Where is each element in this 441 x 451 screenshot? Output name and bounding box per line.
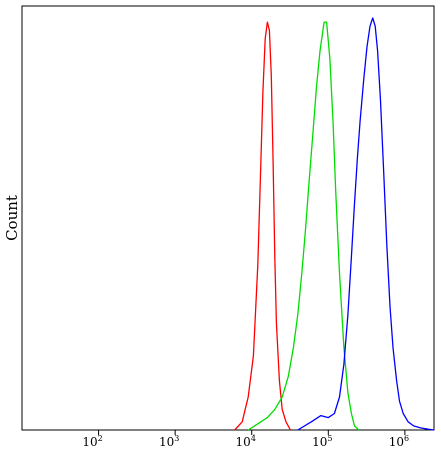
y-axis-label: Count <box>3 195 21 241</box>
plot-border <box>21 5 435 431</box>
x-tick-label: 102 <box>82 434 102 449</box>
series-line-3 <box>297 17 435 431</box>
series-layer <box>234 17 435 431</box>
x-tick-label: 103 <box>159 434 179 449</box>
plot-area <box>21 5 435 431</box>
series-line-1 <box>234 21 291 431</box>
x-tick-label: 106 <box>389 434 409 449</box>
series-line-2 <box>247 21 360 431</box>
x-tick-label: 104 <box>236 434 256 449</box>
x-tick-label: 105 <box>312 434 332 449</box>
x-axis-ticks: 102 103 104 105 106 <box>82 430 409 449</box>
